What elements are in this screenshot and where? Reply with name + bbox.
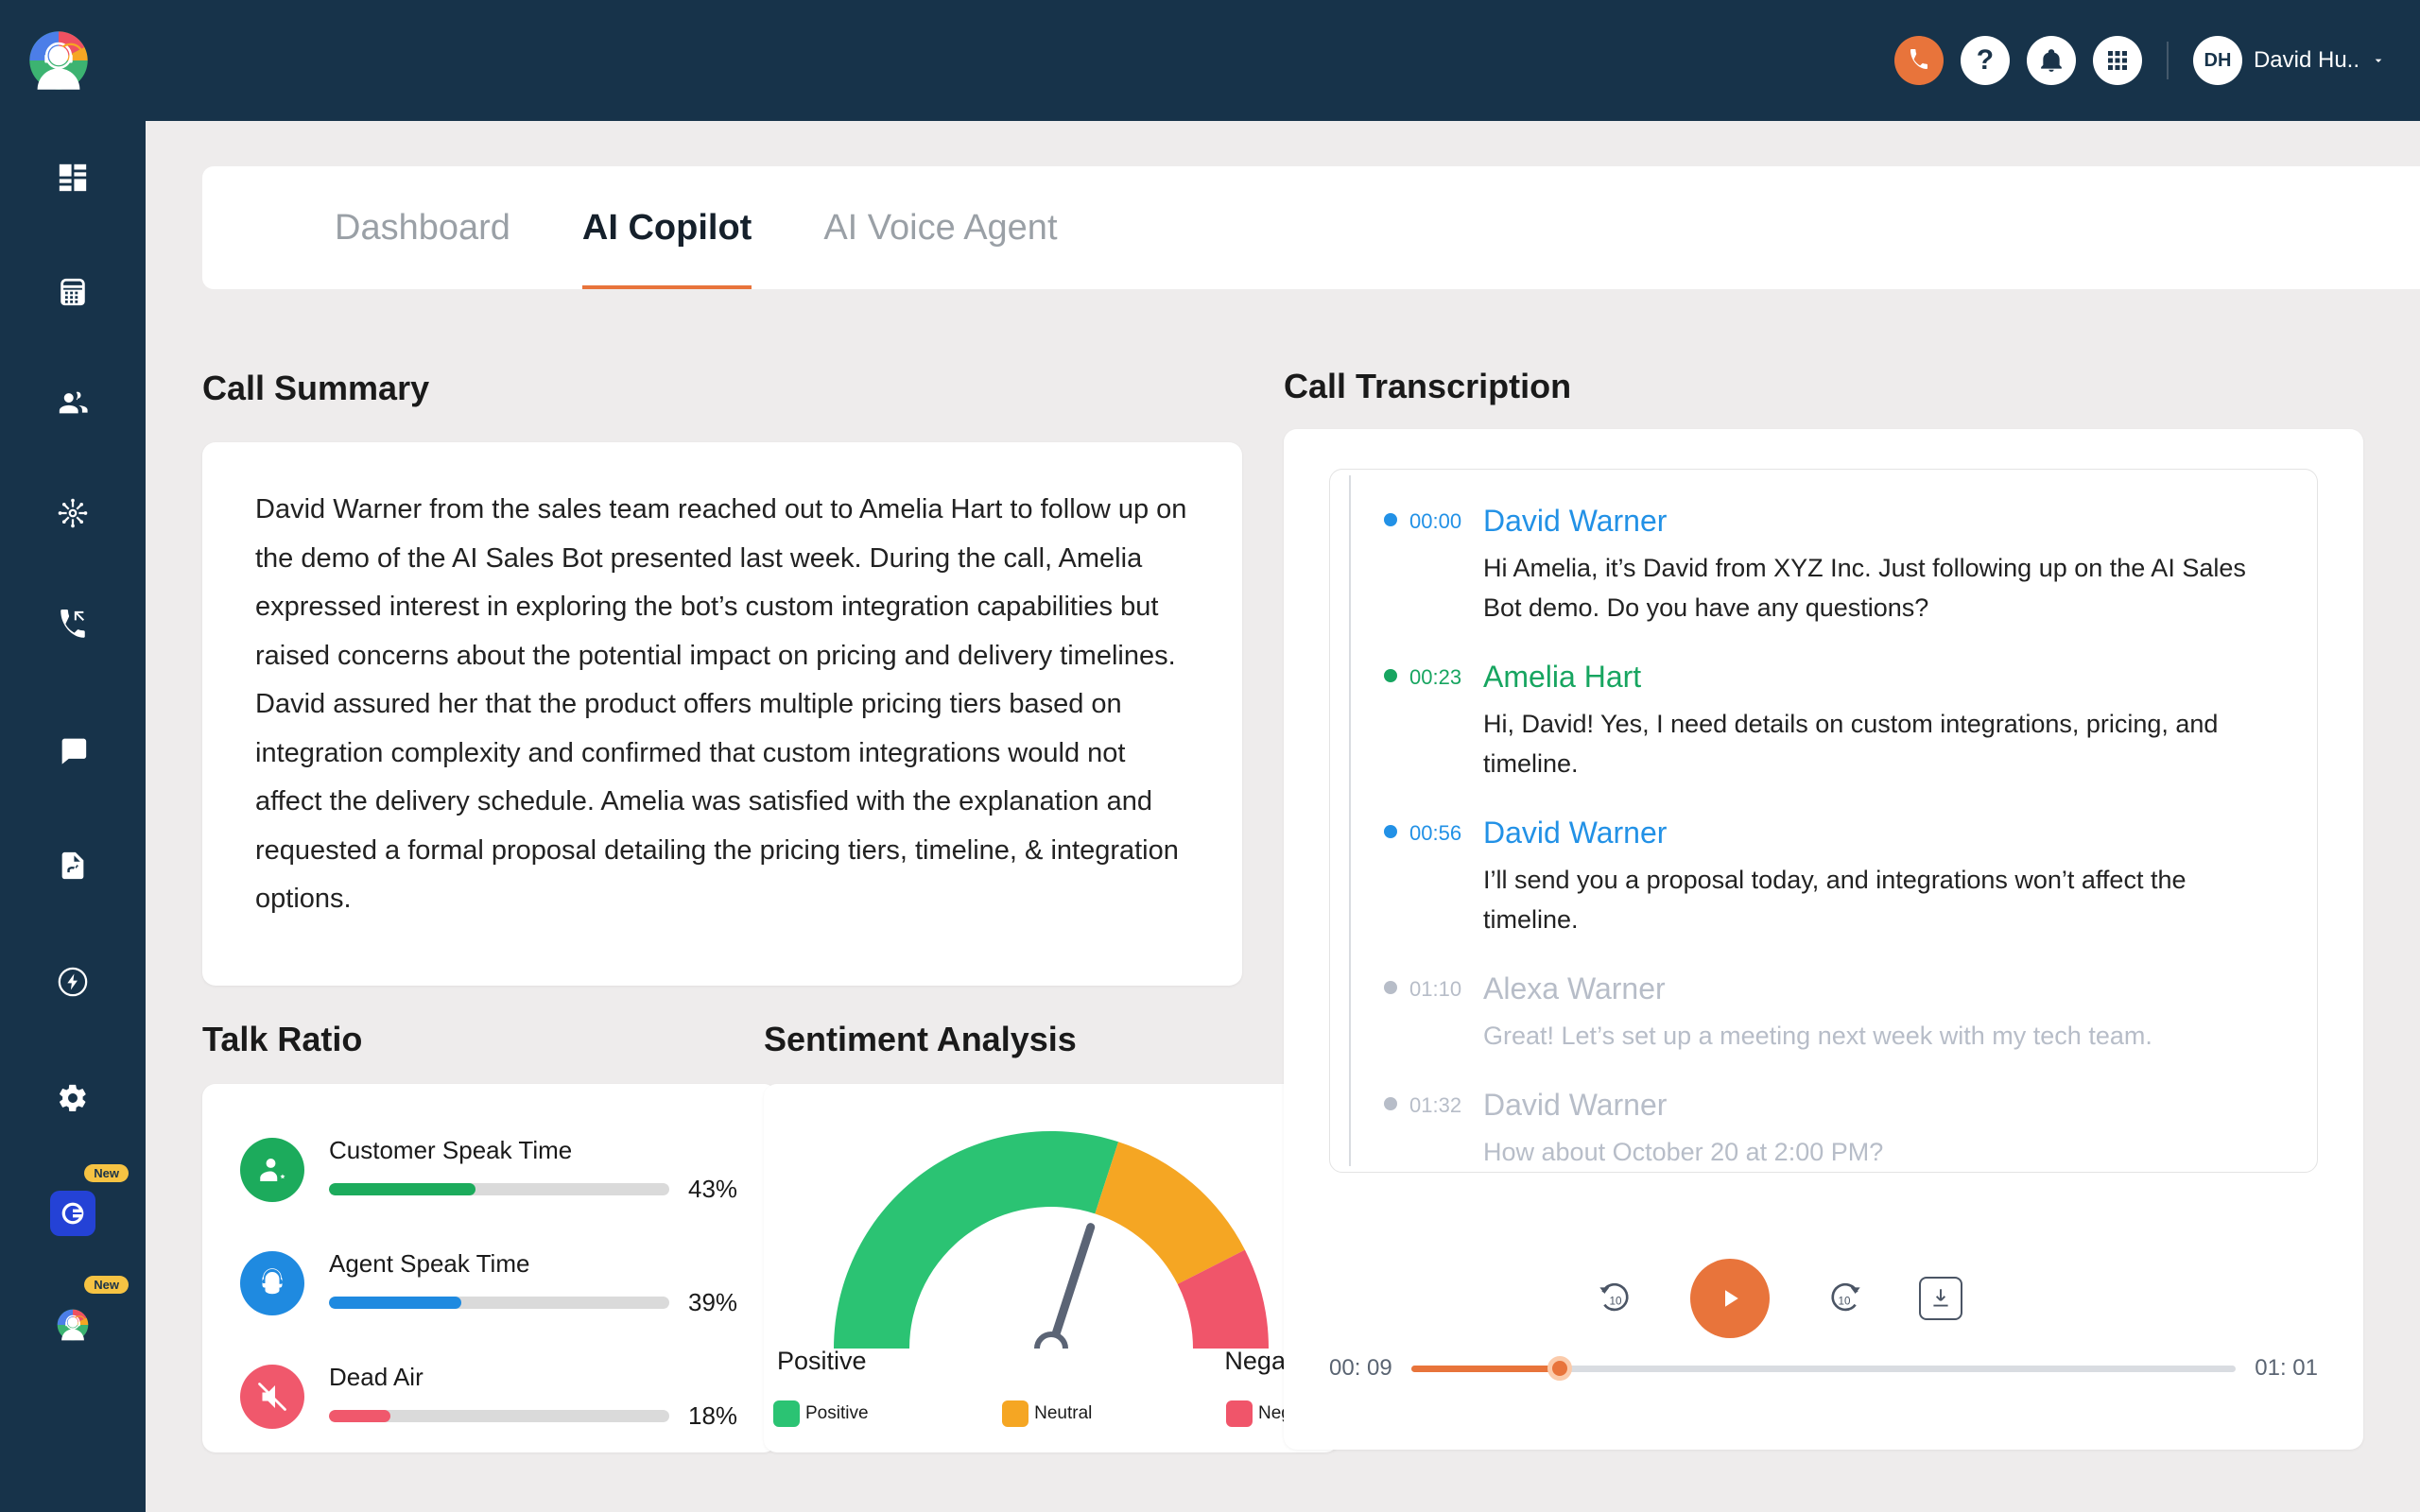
svg-text:10: 10 bbox=[1610, 1296, 1622, 1308]
svg-text:10: 10 bbox=[1839, 1296, 1851, 1308]
